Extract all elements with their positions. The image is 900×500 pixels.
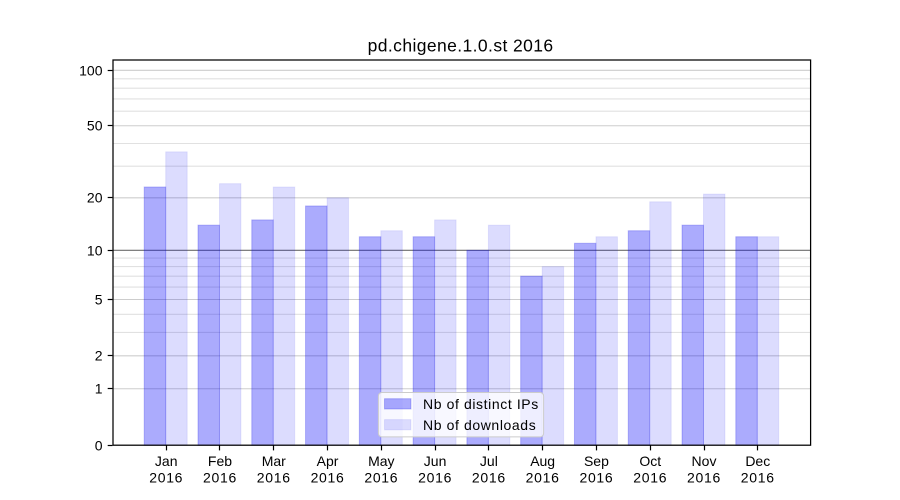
svg-text:2016: 2016 — [687, 469, 721, 485]
svg-text:Jan: Jan — [155, 453, 178, 469]
svg-text:0: 0 — [95, 438, 103, 454]
svg-text:2016: 2016 — [364, 469, 398, 485]
svg-text:pd.chigene.1.0.st 2016: pd.chigene.1.0.st 2016 — [368, 36, 554, 56]
svg-text:2016: 2016 — [526, 469, 560, 485]
svg-text:2016: 2016 — [311, 469, 345, 485]
svg-text:2016: 2016 — [203, 469, 237, 485]
svg-text:May: May — [368, 453, 394, 469]
svg-text:Nov: Nov — [692, 453, 717, 469]
svg-text:2: 2 — [95, 348, 103, 364]
svg-text:1: 1 — [95, 381, 103, 397]
svg-text:20: 20 — [87, 190, 103, 206]
svg-text:Mar: Mar — [262, 453, 286, 469]
svg-text:2016: 2016 — [257, 469, 291, 485]
svg-text:2016: 2016 — [149, 469, 183, 485]
svg-text:2016: 2016 — [579, 469, 613, 485]
svg-text:5: 5 — [95, 292, 103, 308]
svg-text:2016: 2016 — [472, 469, 506, 485]
svg-text:Nb of distinct IPs: Nb of distinct IPs — [423, 396, 539, 412]
svg-text:Dec: Dec — [745, 453, 770, 469]
svg-text:2016: 2016 — [418, 469, 452, 485]
svg-text:Jul: Jul — [480, 453, 498, 469]
svg-text:Aug: Aug — [530, 453, 555, 469]
svg-text:Nb of downloads: Nb of downloads — [423, 417, 536, 433]
svg-text:2016: 2016 — [633, 469, 667, 485]
svg-text:Apr: Apr — [317, 453, 339, 469]
svg-text:Sep: Sep — [584, 453, 609, 469]
svg-text:Feb: Feb — [208, 453, 232, 469]
svg-text:10: 10 — [87, 243, 103, 259]
svg-text:50: 50 — [87, 118, 103, 134]
svg-text:2016: 2016 — [741, 469, 775, 485]
svg-text:Oct: Oct — [639, 453, 661, 469]
svg-text:100: 100 — [79, 63, 103, 79]
svg-text:Jun: Jun — [424, 453, 447, 469]
